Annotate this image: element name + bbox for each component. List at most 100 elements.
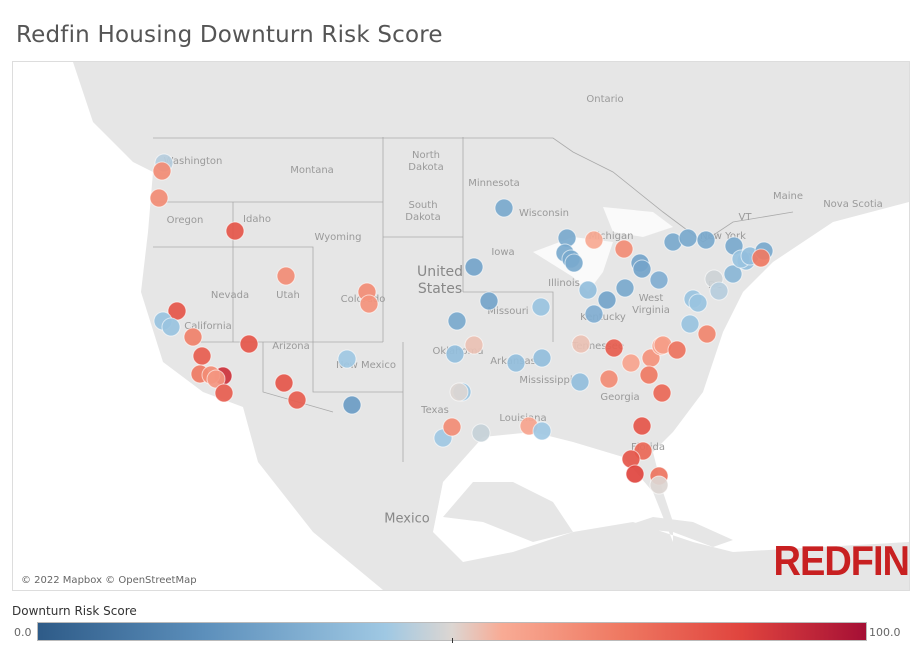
metro-risk-marker[interactable] [751, 248, 771, 268]
map-label-minnesota: Minnesota [468, 178, 520, 189]
map[interactable]: Ontario Washington Oregon Idaho Montana … [12, 61, 910, 591]
metro-risk-marker[interactable] [506, 353, 526, 373]
metro-risk-marker[interactable] [632, 259, 652, 279]
metro-risk-marker[interactable] [239, 334, 259, 354]
metro-risk-marker[interactable] [494, 198, 514, 218]
map-label-new-york: New York [700, 231, 746, 242]
metro-risk-marker[interactable] [447, 311, 467, 331]
metro-risk-marker[interactable] [287, 390, 307, 410]
metro-risk-marker[interactable] [639, 365, 659, 385]
metro-risk-marker[interactable] [614, 239, 634, 259]
metro-risk-marker[interactable] [621, 353, 641, 373]
metro-risk-marker[interactable] [149, 188, 169, 208]
metro-risk-marker[interactable] [564, 253, 584, 273]
map-label-nova-scotia: Nova Scotia [823, 199, 883, 210]
metro-risk-marker[interactable] [442, 417, 462, 437]
metro-risk-marker[interactable] [214, 383, 234, 403]
map-label-michigan: Michigan [588, 231, 634, 242]
map-label-arizona: Arizona [272, 341, 310, 352]
metro-risk-marker[interactable] [449, 382, 469, 402]
map-label-maine: Maine [772, 191, 804, 202]
metro-risk-marker[interactable] [570, 372, 590, 392]
map-label-wisconsin: Wisconsin [519, 208, 569, 219]
metro-risk-marker[interactable] [649, 270, 669, 290]
map-label-georgia: Georgia [600, 392, 640, 403]
metro-risk-marker[interactable] [599, 369, 619, 389]
metro-risk-marker[interactable] [709, 281, 729, 301]
metro-risk-marker[interactable] [359, 294, 379, 314]
metro-risk-marker[interactable] [192, 346, 212, 366]
map-label-new-mexico: New Mexico [336, 360, 396, 371]
map-label-idaho: Idaho [243, 214, 271, 225]
legend-midpoint-tick [452, 638, 453, 643]
yucatan [443, 482, 573, 542]
map-label-montana: Montana [290, 165, 334, 176]
metro-risk-marker[interactable] [667, 340, 687, 360]
metro-risk-marker[interactable] [578, 280, 598, 300]
metro-risk-marker[interactable] [532, 421, 552, 441]
metro-risk-marker[interactable] [161, 317, 181, 337]
risk-markers [149, 153, 774, 495]
great-lakes [533, 207, 673, 292]
map-label-nevada: Nevada [210, 290, 250, 301]
metro-risk-marker[interactable] [697, 324, 717, 344]
map-label-oregon: Oregon [166, 215, 204, 226]
page-title: Redfin Housing Downturn Risk Score [16, 22, 443, 48]
metro-risk-marker[interactable] [723, 264, 743, 284]
map-label-utah: Utah [276, 290, 300, 301]
map-label-west-virginia: West Virginia [632, 293, 670, 316]
map-label-missouri: Missouri [487, 306, 529, 317]
metro-risk-marker[interactable] [225, 221, 245, 241]
legend-title: Downturn Risk Score [12, 604, 137, 618]
metro-risk-marker[interactable] [688, 293, 708, 313]
metro-risk-marker[interactable] [571, 334, 591, 354]
metro-risk-marker[interactable] [152, 161, 172, 181]
map-label-mexico: Mexico [384, 511, 430, 527]
metro-risk-marker[interactable] [632, 416, 652, 436]
redfin-logo: REDFIN [773, 538, 909, 586]
metro-risk-marker[interactable] [615, 278, 635, 298]
metro-risk-marker[interactable] [584, 230, 604, 250]
metro-risk-marker[interactable] [445, 344, 465, 364]
metro-risk-marker[interactable] [274, 373, 294, 393]
map-label-tennessee: Tennessee [571, 341, 625, 352]
metro-risk-marker[interactable] [479, 291, 499, 311]
metro-risk-marker[interactable] [183, 327, 203, 347]
metro-risk-marker[interactable] [342, 395, 362, 415]
metro-risk-marker[interactable] [625, 464, 645, 484]
metro-risk-marker[interactable] [652, 383, 672, 403]
metro-risk-marker[interactable] [464, 257, 484, 277]
map-label-washington: Washington [163, 156, 223, 167]
map-label-louisiana: Louisiana [499, 413, 547, 424]
legend-min-label: 0.0 [14, 626, 32, 639]
metro-risk-marker[interactable] [678, 228, 698, 248]
map-label-north-dakota: North Dakota [408, 150, 444, 173]
metro-risk-marker[interactable] [584, 304, 604, 324]
metro-risk-marker[interactable] [471, 423, 491, 443]
metro-risk-marker[interactable] [276, 266, 296, 286]
metro-risk-marker[interactable] [532, 348, 552, 368]
map-label-vt: VT [738, 212, 752, 223]
metro-risk-marker[interactable] [696, 230, 716, 250]
map-label-mississippi: Mississippi [519, 375, 573, 386]
metro-risk-marker[interactable] [649, 475, 669, 495]
map-label-kentucky: Kentucky [580, 312, 626, 323]
metro-risk-marker[interactable] [531, 297, 551, 317]
map-label-california: California [184, 321, 232, 332]
map-label-ontario: Ontario [586, 94, 624, 105]
basemap [13, 62, 909, 590]
map-label-south-dakota: South Dakota [405, 200, 441, 223]
legend-max-label: 100.0 [869, 626, 901, 639]
pacific-ocean [13, 62, 383, 590]
map-label-iowa: Iowa [491, 247, 515, 258]
metro-risk-marker[interactable] [597, 290, 617, 310]
metro-risk-marker[interactable] [680, 314, 700, 334]
borders [153, 137, 794, 462]
metro-risk-marker[interactable] [604, 338, 624, 358]
map-attribution[interactable]: © 2022 Mapbox © OpenStreetMap [21, 575, 197, 586]
map-label-united-states: United States [417, 264, 463, 297]
metro-risk-marker[interactable] [337, 349, 357, 369]
map-label-illinois: Illinois [548, 278, 580, 289]
metro-risk-marker[interactable] [464, 335, 484, 355]
atlantic-gulf [433, 202, 909, 562]
